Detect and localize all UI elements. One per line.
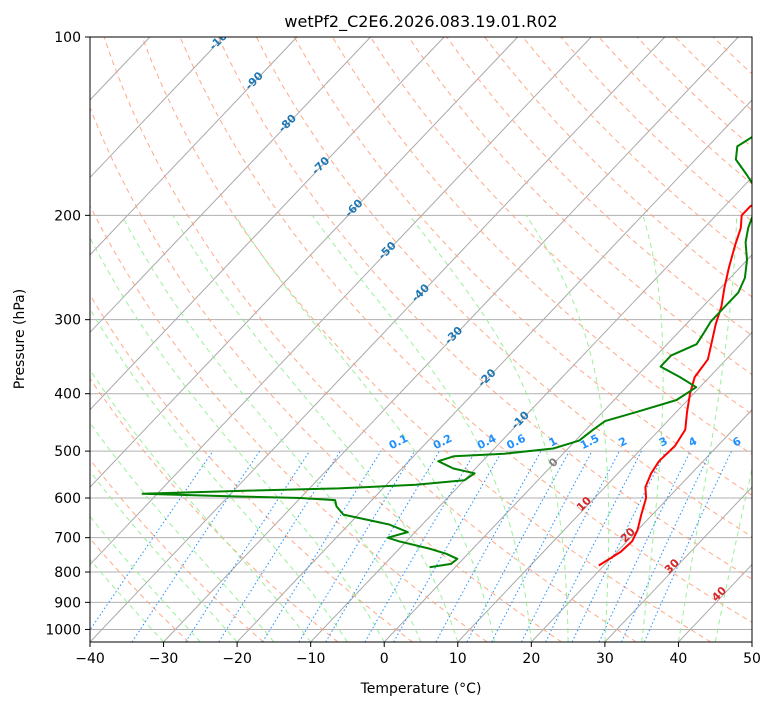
x-tick-label: 50: [743, 651, 761, 667]
x-tick-label: 40: [670, 651, 688, 667]
mixing-ratio-line: [218, 450, 341, 642]
isotherm-line: [530, 408, 752, 642]
y-tick-label: 600: [54, 491, 81, 507]
dry-adiabat-line: [293, 37, 752, 496]
dry-adiabat-line: [255, 37, 752, 538]
isotherm-line: [90, 37, 519, 488]
moist-adiabat-line: [677, 215, 738, 642]
moist-adiabat-line: [409, 214, 569, 642]
x-tick-label: 30: [596, 651, 614, 667]
y-tick-label: 900: [54, 595, 81, 611]
x-tick-label: −40: [75, 651, 105, 667]
moist-adiabat-line: [90, 368, 312, 642]
moist-adiabat-line: [714, 467, 752, 642]
isotherm-line: [751, 641, 752, 642]
axes: −40 −30 −20 −10 0 10 20 30 40 50 100 200 300 400 500 60…: [45, 30, 761, 667]
moist-adiabat-line: [525, 215, 610, 642]
dry-adiabat-line: [217, 37, 752, 580]
isotherm-line: [90, 37, 666, 642]
x-tick-label: −10: [296, 651, 326, 667]
mixing-ratio-line: [571, 450, 667, 642]
dry-adiabat-line: [90, 204, 488, 642]
isotherm-line: [90, 37, 445, 411]
mixing-ratio-line: [393, 450, 503, 642]
mixing-ratio-line: [298, 450, 416, 642]
moist-adiabat-line: [90, 422, 275, 642]
isotherm-line: [457, 331, 752, 642]
moist-adiabat-line: [311, 215, 532, 642]
y-tick-label: 200: [54, 208, 81, 224]
mixing-ratio-line: [90, 450, 214, 631]
plot-layers: 0.10.20.40.611.52346810131620253036-100-…: [0, 37, 773, 642]
isotherm-line: [310, 176, 752, 642]
isotherm-line: [0, 37, 3, 642]
isotherm-line: [90, 37, 371, 334]
dry-adiabat-line: [408, 37, 752, 376]
x-tick-label: −20: [222, 651, 252, 667]
moist-adiabat-line: [234, 215, 496, 642]
x-tick-label: 20: [522, 651, 540, 667]
isotherm-line: [90, 37, 298, 256]
moist-adiabat-line: [90, 308, 348, 642]
x-tick-label: 10: [449, 651, 467, 667]
x-tick-label: −30: [149, 651, 179, 667]
chart-title: wetPf2_C2E6.2026.083.19.01.R02: [284, 12, 557, 32]
plot-area: [90, 37, 752, 642]
mixing-ratio-line: [643, 450, 733, 642]
dry-adiabat-line: [90, 293, 413, 642]
mixing-ratio-line: [466, 450, 570, 642]
y-axis-label: Pressure (hPa): [12, 289, 28, 389]
dry-adiabat-line: [179, 37, 752, 623]
y-tick-label: 500: [54, 444, 81, 460]
dry-adiabat-line: [90, 458, 264, 642]
mixing-ratio-line: [185, 450, 311, 642]
dry-adiabat-line: [141, 37, 712, 642]
isotherm-line: [604, 486, 752, 642]
mixing-ratio-line: [131, 450, 261, 642]
y-tick-label: 700: [54, 531, 81, 547]
mixing-ratio-line: [545, 450, 642, 642]
dry-adiabat-line: [750, 37, 752, 39]
dry-adiabat-line: [446, 37, 752, 337]
isotherm-line: [90, 37, 224, 179]
temperature-line: [598, 204, 752, 567]
y-tick-label: 400: [54, 387, 81, 403]
mixing-ratio-label: 8: [760, 434, 773, 449]
isotherm-line: [90, 37, 592, 566]
mixing-ratio-line: [435, 450, 542, 642]
plot-frame: [89, 36, 753, 643]
y-tick-label: 300: [54, 313, 81, 329]
moist-adiabat-line: [172, 215, 459, 642]
isotherm-line: [163, 37, 739, 642]
isotherm-line: [236, 99, 752, 642]
x-tick-label: 0: [380, 651, 389, 667]
moist-adiabat-line: [90, 236, 385, 642]
moist-adiabat-line: [641, 215, 664, 642]
dry-adiabat-line: [103, 37, 637, 642]
dewpoint-line: [141, 135, 752, 569]
y-tick-label: 1000: [45, 622, 81, 638]
x-axis-label: Temperature (°C): [360, 681, 482, 697]
y-tick-label: 800: [54, 565, 81, 581]
y-tick-label: 100: [54, 30, 81, 46]
isotherm-line: [383, 254, 752, 642]
